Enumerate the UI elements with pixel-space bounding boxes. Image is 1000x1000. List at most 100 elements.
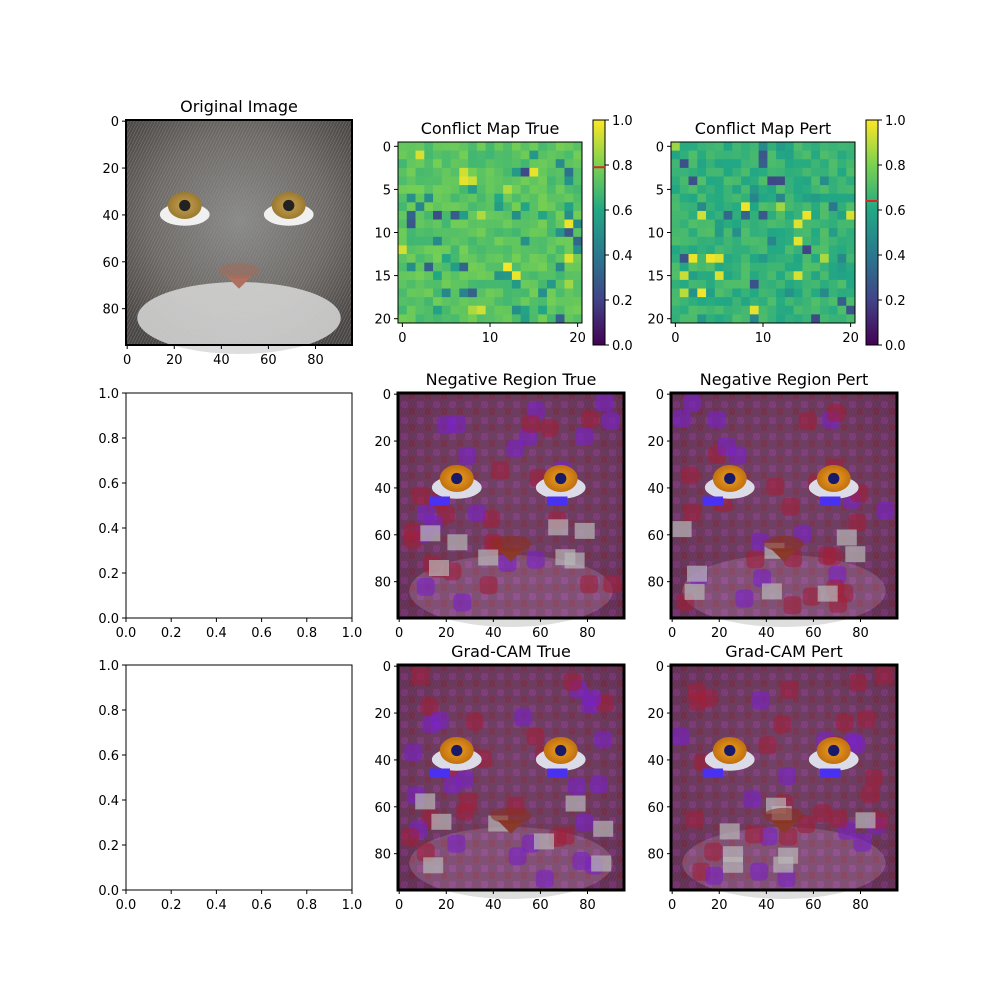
heatmap-cell (846, 193, 856, 203)
overlay-patch (556, 826, 575, 845)
heatmap-cell (555, 279, 565, 289)
heatmap-cell (758, 159, 768, 169)
image-border (396, 663, 626, 892)
heatmap-cell (758, 271, 768, 281)
heatmap-cell (671, 193, 681, 203)
heatmap-cell (494, 254, 504, 264)
subplot-0: Original Image 0 20 40 60 80 0 20 40 60 80 (102, 97, 353, 368)
heatmap-cell (714, 288, 724, 298)
heatmap-cell (741, 314, 751, 324)
heatmap-cell (555, 254, 565, 264)
heatmap-cell (679, 314, 689, 324)
heatmap-cell (714, 297, 724, 307)
overlay-patch (835, 713, 854, 732)
heatmap-cell (714, 262, 724, 272)
heatmap-cell (697, 142, 707, 152)
heatmap-cell (697, 262, 707, 272)
heatmap-cell (398, 228, 408, 238)
heatmap-cell (424, 202, 434, 212)
overlay-patch (680, 466, 699, 485)
heatmap-cell (723, 228, 733, 238)
overlay-gap (415, 793, 436, 810)
x-tick-label: 0 (395, 626, 403, 641)
heatmap-cell (529, 279, 539, 289)
heatmap-cell (433, 262, 443, 272)
heatmap-cell (811, 167, 821, 177)
heatmap-cell (784, 228, 795, 238)
heatmap-cell (802, 159, 812, 169)
heatmap-cell (819, 185, 830, 195)
heatmap-cell (811, 279, 821, 289)
x-tick-label: 10 (755, 331, 772, 346)
overlay-patch (567, 777, 586, 796)
overlay-blue-mark-left (429, 768, 450, 778)
overlay-patch (580, 575, 599, 594)
x-tick-label: 20 (711, 626, 728, 641)
heatmap-cell (494, 193, 504, 203)
overlay-patch (704, 842, 723, 861)
heatmap-cell (511, 297, 522, 307)
heatmap-cell (793, 219, 803, 229)
heatmap-cell (538, 262, 548, 272)
overlay-patch (526, 550, 545, 569)
heatmap-cell (732, 193, 742, 203)
heatmap-cell (485, 150, 495, 160)
overlay-patch (430, 711, 449, 730)
heatmap-cell (503, 142, 513, 152)
heatmap-cell (819, 305, 830, 315)
heatmap-cell (564, 245, 574, 255)
x-tick-label: 0 (398, 331, 406, 346)
heatmap-cell (555, 305, 565, 315)
y-tick-label: 10 (374, 227, 391, 242)
image-pupil-right (828, 472, 840, 485)
heatmap-cell (706, 150, 716, 160)
heatmap-cell (714, 271, 724, 281)
heatmap-cell (511, 150, 522, 160)
heatmap-cell (503, 297, 513, 307)
heatmap-cell (714, 228, 724, 238)
heatmap-cell (573, 245, 583, 255)
overlay-patch (857, 710, 876, 729)
heatmap-cell (706, 314, 716, 324)
heatmap-cell (732, 176, 742, 186)
heatmap-cell (450, 202, 460, 212)
heatmap-cell (671, 254, 681, 264)
heatmap-cell (749, 305, 760, 315)
x-tick-label: 60 (805, 626, 822, 641)
heatmap-cell (688, 210, 698, 220)
heatmap-cell (784, 219, 795, 229)
heatmap-cell (415, 288, 425, 298)
heatmap-cell (819, 254, 830, 264)
heatmap-cell (424, 167, 434, 177)
heatmap-cell (697, 167, 707, 177)
heatmap-cell (520, 288, 530, 298)
image-border (125, 119, 353, 346)
heatmap-cell (476, 159, 487, 169)
x-tick-label: 0.8 (296, 626, 317, 641)
overlay-patch (416, 577, 435, 596)
heatmap-cell (758, 228, 768, 238)
heatmap-cell (793, 176, 803, 186)
heatmap-cell (802, 202, 812, 212)
heatmap-cell (415, 279, 425, 289)
overlay-patch (603, 574, 622, 593)
y-tick-label: 20 (374, 707, 391, 722)
heatmap-cell (538, 167, 548, 177)
heatmap-cell (706, 288, 716, 298)
x-tick-label: 80 (852, 898, 869, 913)
heatmap-cell (846, 210, 856, 220)
heatmap-cell (476, 193, 487, 203)
heatmap-cell (546, 202, 557, 212)
overlay-patch (823, 547, 841, 566)
heatmap-cell (688, 185, 698, 195)
heatmap-cell (511, 288, 522, 298)
overlay-patch (526, 727, 545, 746)
heatmap-cell (468, 262, 478, 272)
heatmap-cell (671, 150, 681, 160)
heatmap-cell (468, 236, 478, 246)
heatmap-cell (828, 245, 838, 255)
heatmap-cell (819, 288, 830, 298)
heatmap-cell (494, 262, 504, 272)
heatmap-cell (415, 228, 425, 238)
heatmap-cell (706, 176, 716, 186)
